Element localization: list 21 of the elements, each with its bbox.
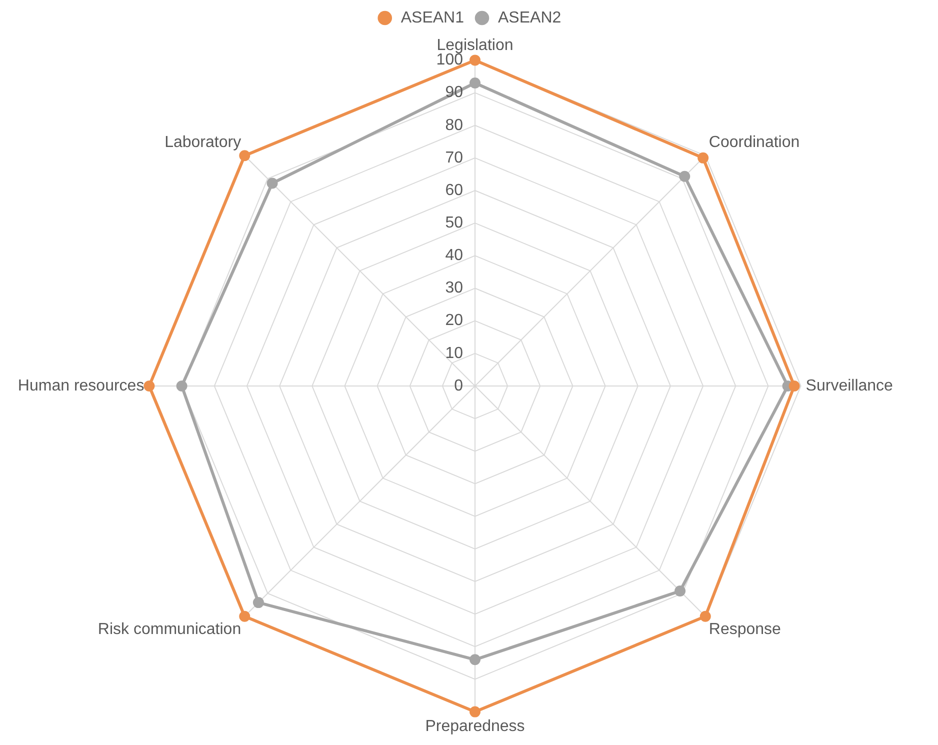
spoke-label: Risk communication xyxy=(98,620,242,638)
spoke-label: Response xyxy=(708,620,782,638)
y-tick-label: 50 xyxy=(445,214,464,232)
spoke-label: Laboratory xyxy=(164,134,242,151)
y-tick-label: 20 xyxy=(445,312,464,330)
y-tick-label: 90 xyxy=(445,84,464,102)
y-tick-label: 100 xyxy=(436,52,464,69)
y-tick-label: 0 xyxy=(454,377,464,394)
spoke-label: Coordination xyxy=(708,134,800,151)
y-tick-label: 60 xyxy=(445,182,464,199)
y-tick-label: 10 xyxy=(445,344,464,362)
spoke-label: Preparedness xyxy=(425,718,525,735)
y-tick-label: 70 xyxy=(445,149,464,166)
y-tick-label: 30 xyxy=(445,280,464,297)
legend-label: ASEAN1 xyxy=(400,9,464,26)
legend-label: ASEAN2 xyxy=(498,9,562,26)
spoke-label: Legislation xyxy=(436,37,514,54)
spoke-label: Human resources xyxy=(18,377,144,394)
y-tick-label: 40 xyxy=(445,247,464,264)
y-tick-label: 80 xyxy=(445,116,464,134)
spoke-label: Surveillance xyxy=(806,377,894,394)
